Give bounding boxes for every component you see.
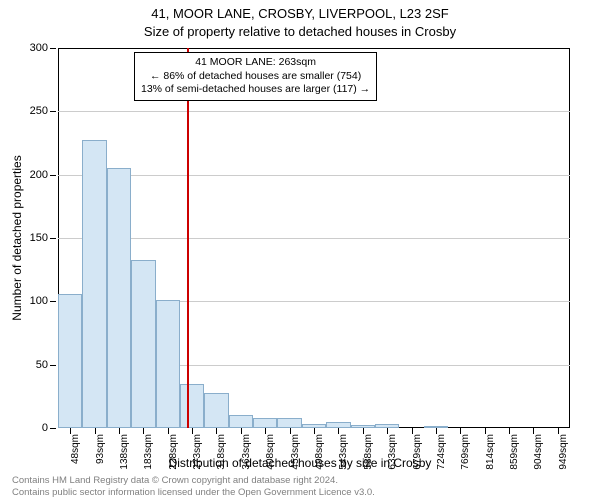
y-tick [50, 48, 56, 49]
y-tick-label: 250 [30, 105, 48, 117]
histogram-bar [253, 418, 277, 428]
y-tick [50, 301, 56, 302]
y-tick-label: 300 [30, 42, 48, 54]
histogram-bar [277, 418, 301, 428]
gridline [58, 238, 570, 239]
histogram-bar [58, 294, 82, 428]
histogram-bar [204, 393, 228, 428]
y-axis-label: Number of detached properties [10, 155, 24, 320]
histogram-bar [131, 260, 155, 428]
title-line2: Size of property relative to detached ho… [0, 24, 600, 39]
plot-area: 05010015020025030048sqm93sqm138sqm183sqm… [58, 48, 570, 428]
footer-line2: Contains public sector information licen… [12, 487, 375, 498]
histogram-bar [107, 168, 131, 428]
y-tick [50, 365, 56, 366]
marker-line [187, 48, 189, 428]
annot-line2: ← 86% of detached houses are smaller (75… [141, 70, 370, 84]
annotation-box: 41 MOOR LANE: 263sqm← 86% of detached ho… [134, 52, 377, 101]
histogram-bar [82, 140, 106, 428]
histogram-bar [156, 300, 180, 428]
y-tick-label: 200 [30, 169, 48, 181]
annot-line3: 13% of semi-detached houses are larger (… [141, 83, 370, 97]
title-line1: 41, MOOR LANE, CROSBY, LIVERPOOL, L23 2S… [0, 6, 600, 21]
y-tick-label: 50 [36, 359, 48, 371]
y-tick-label: 0 [42, 422, 48, 434]
gridline [58, 175, 570, 176]
footer-line1: Contains HM Land Registry data © Crown c… [12, 475, 375, 486]
annot-line1: 41 MOOR LANE: 263sqm [141, 56, 370, 70]
y-tick-label: 100 [30, 295, 48, 307]
gridline [58, 111, 570, 112]
histogram-bar [180, 384, 204, 428]
footer-text: Contains HM Land Registry data © Crown c… [12, 475, 375, 498]
y-tick [50, 428, 56, 429]
histogram-bar [229, 415, 253, 428]
y-tick [50, 238, 56, 239]
x-axis-label: Distribution of detached houses by size … [0, 456, 600, 470]
y-tick-label: 150 [30, 232, 48, 244]
y-tick [50, 175, 56, 176]
chart-container: 41, MOOR LANE, CROSBY, LIVERPOOL, L23 2S… [0, 0, 600, 500]
y-tick [50, 111, 56, 112]
